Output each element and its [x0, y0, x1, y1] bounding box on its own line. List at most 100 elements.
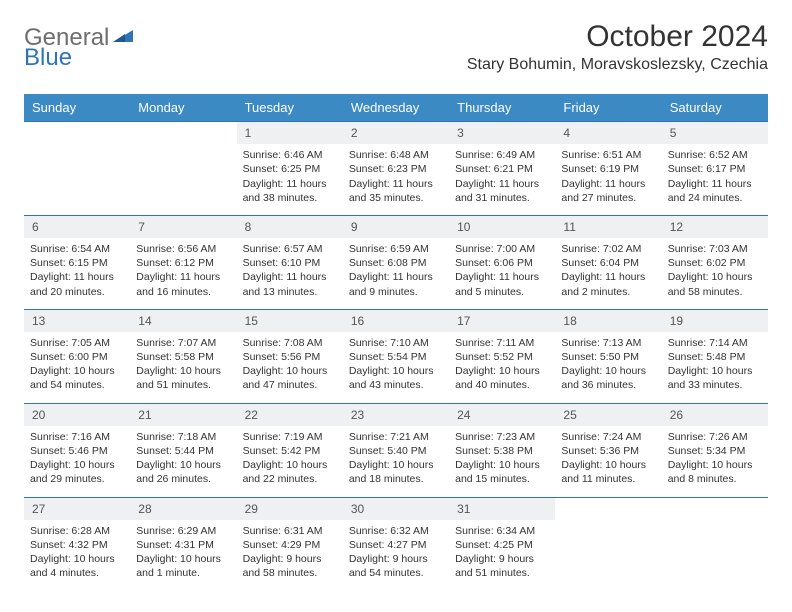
day-cell	[555, 520, 661, 591]
sunset-text: Sunset: 6:25 PM	[243, 162, 337, 176]
sunrise-text: Sunrise: 7:11 AM	[455, 336, 549, 350]
day-header-row: Sunday Monday Tuesday Wednesday Thursday…	[24, 94, 768, 122]
calendar-table: Sunday Monday Tuesday Wednesday Thursday…	[24, 94, 768, 590]
day-cell: Sunrise: 7:23 AMSunset: 5:38 PMDaylight:…	[449, 426, 555, 497]
col-monday: Monday	[130, 94, 236, 122]
day-cell: Sunrise: 7:26 AMSunset: 5:34 PMDaylight:…	[662, 426, 768, 497]
day-cell: Sunrise: 6:29 AMSunset: 4:31 PMDaylight:…	[130, 520, 236, 591]
sunrise-text: Sunrise: 6:57 AM	[243, 242, 337, 256]
content-row: Sunrise: 7:05 AMSunset: 6:00 PMDaylight:…	[24, 332, 768, 403]
day-cell	[24, 144, 130, 215]
day-number: 30	[343, 497, 449, 520]
sunrise-text: Sunrise: 7:26 AM	[668, 430, 762, 444]
header: General October 2024 Stary Bohumin, Mora…	[24, 20, 768, 74]
daylight-text: Daylight: 10 hours and 18 minutes.	[349, 458, 443, 486]
daylight-text: Daylight: 11 hours and 5 minutes.	[455, 270, 549, 298]
sunrise-text: Sunrise: 7:13 AM	[561, 336, 655, 350]
content-row: Sunrise: 7:16 AMSunset: 5:46 PMDaylight:…	[24, 426, 768, 497]
day-number	[24, 122, 130, 145]
day-number: 15	[237, 309, 343, 332]
day-number: 7	[130, 215, 236, 238]
sunset-text: Sunset: 6:21 PM	[455, 162, 549, 176]
day-number: 22	[237, 403, 343, 426]
daylight-text: Daylight: 11 hours and 2 minutes.	[561, 270, 655, 298]
sunset-text: Sunset: 4:31 PM	[136, 538, 230, 552]
sunset-text: Sunset: 5:40 PM	[349, 444, 443, 458]
day-cell	[662, 520, 768, 591]
sunrise-text: Sunrise: 6:29 AM	[136, 524, 230, 538]
sunrise-text: Sunrise: 7:24 AM	[561, 430, 655, 444]
col-thursday: Thursday	[449, 94, 555, 122]
day-number: 28	[130, 497, 236, 520]
day-cell	[130, 144, 236, 215]
sunset-text: Sunset: 6:04 PM	[561, 256, 655, 270]
day-number: 4	[555, 122, 661, 145]
daylight-text: Daylight: 9 hours and 58 minutes.	[243, 552, 337, 580]
day-cell: Sunrise: 6:46 AMSunset: 6:25 PMDaylight:…	[237, 144, 343, 215]
day-cell: Sunrise: 7:24 AMSunset: 5:36 PMDaylight:…	[555, 426, 661, 497]
day-cell: Sunrise: 7:02 AMSunset: 6:04 PMDaylight:…	[555, 238, 661, 309]
day-cell: Sunrise: 7:13 AMSunset: 5:50 PMDaylight:…	[555, 332, 661, 403]
daynum-row: 12345	[24, 122, 768, 145]
day-cell: Sunrise: 6:32 AMSunset: 4:27 PMDaylight:…	[343, 520, 449, 591]
sunset-text: Sunset: 5:44 PM	[136, 444, 230, 458]
daylight-text: Daylight: 11 hours and 35 minutes.	[349, 177, 443, 205]
col-sunday: Sunday	[24, 94, 130, 122]
day-cell: Sunrise: 7:11 AMSunset: 5:52 PMDaylight:…	[449, 332, 555, 403]
sunset-text: Sunset: 5:48 PM	[668, 350, 762, 364]
day-cell: Sunrise: 6:56 AMSunset: 6:12 PMDaylight:…	[130, 238, 236, 309]
sunrise-text: Sunrise: 7:10 AM	[349, 336, 443, 350]
sunrise-text: Sunrise: 7:03 AM	[668, 242, 762, 256]
day-cell: Sunrise: 6:57 AMSunset: 6:10 PMDaylight:…	[237, 238, 343, 309]
day-number: 1	[237, 122, 343, 145]
triangle-icon	[113, 28, 135, 49]
sunset-text: Sunset: 6:15 PM	[30, 256, 124, 270]
sunset-text: Sunset: 6:19 PM	[561, 162, 655, 176]
day-cell: Sunrise: 7:00 AMSunset: 6:06 PMDaylight:…	[449, 238, 555, 309]
sunrise-text: Sunrise: 7:02 AM	[561, 242, 655, 256]
sunset-text: Sunset: 5:56 PM	[243, 350, 337, 364]
daylight-text: Daylight: 10 hours and 43 minutes.	[349, 364, 443, 392]
month-title: October 2024	[467, 20, 768, 54]
sunset-text: Sunset: 5:42 PM	[243, 444, 337, 458]
sunrise-text: Sunrise: 7:14 AM	[668, 336, 762, 350]
sunrise-text: Sunrise: 6:46 AM	[243, 148, 337, 162]
sunset-text: Sunset: 5:58 PM	[136, 350, 230, 364]
sunrise-text: Sunrise: 7:08 AM	[243, 336, 337, 350]
day-cell: Sunrise: 7:19 AMSunset: 5:42 PMDaylight:…	[237, 426, 343, 497]
daylight-text: Daylight: 9 hours and 54 minutes.	[349, 552, 443, 580]
day-number: 27	[24, 497, 130, 520]
title-block: October 2024 Stary Bohumin, Moravskoslez…	[467, 20, 768, 74]
daynum-row: 2728293031	[24, 497, 768, 520]
logo-word-2: Blue	[24, 44, 72, 71]
day-number: 25	[555, 403, 661, 426]
logo-sub: Blue	[24, 44, 72, 72]
day-cell: Sunrise: 7:08 AMSunset: 5:56 PMDaylight:…	[237, 332, 343, 403]
sunset-text: Sunset: 6:08 PM	[349, 256, 443, 270]
daylight-text: Daylight: 10 hours and 4 minutes.	[30, 552, 124, 580]
day-cell: Sunrise: 7:16 AMSunset: 5:46 PMDaylight:…	[24, 426, 130, 497]
sunset-text: Sunset: 6:02 PM	[668, 256, 762, 270]
day-cell: Sunrise: 7:05 AMSunset: 6:00 PMDaylight:…	[24, 332, 130, 403]
sunrise-text: Sunrise: 7:00 AM	[455, 242, 549, 256]
sunset-text: Sunset: 5:36 PM	[561, 444, 655, 458]
daynum-row: 6789101112	[24, 215, 768, 238]
daylight-text: Daylight: 11 hours and 9 minutes.	[349, 270, 443, 298]
sunset-text: Sunset: 4:29 PM	[243, 538, 337, 552]
sunset-text: Sunset: 6:06 PM	[455, 256, 549, 270]
day-number: 12	[662, 215, 768, 238]
day-cell: Sunrise: 6:31 AMSunset: 4:29 PMDaylight:…	[237, 520, 343, 591]
sunset-text: Sunset: 4:25 PM	[455, 538, 549, 552]
day-number: 29	[237, 497, 343, 520]
sunrise-text: Sunrise: 6:56 AM	[136, 242, 230, 256]
daylight-text: Daylight: 10 hours and 11 minutes.	[561, 458, 655, 486]
daylight-text: Daylight: 10 hours and 22 minutes.	[243, 458, 337, 486]
day-cell: Sunrise: 7:07 AMSunset: 5:58 PMDaylight:…	[130, 332, 236, 403]
daylight-text: Daylight: 10 hours and 29 minutes.	[30, 458, 124, 486]
sunrise-text: Sunrise: 7:16 AM	[30, 430, 124, 444]
sunrise-text: Sunrise: 7:05 AM	[30, 336, 124, 350]
sunrise-text: Sunrise: 6:28 AM	[30, 524, 124, 538]
day-number	[555, 497, 661, 520]
sunset-text: Sunset: 6:12 PM	[136, 256, 230, 270]
daylight-text: Daylight: 11 hours and 20 minutes.	[30, 270, 124, 298]
